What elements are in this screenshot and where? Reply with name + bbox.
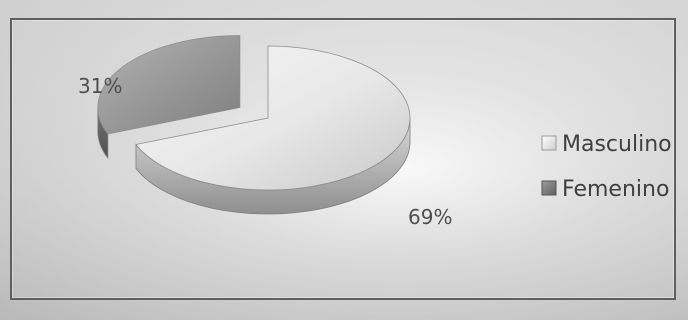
chart-border: [10, 18, 676, 300]
pie-slice-masculino: [135, 45, 411, 191]
pie-slice-femenino: [97, 35, 241, 135]
data-label-masculino: 69%: [408, 205, 452, 229]
data-label-femenino: 31%: [78, 74, 122, 98]
legend-label-masculino: Masculino: [562, 132, 672, 157]
legend-swatch-masculino: [541, 135, 557, 151]
legend-label-femenino: Femenino: [562, 177, 669, 202]
legend-swatch-femenino: [541, 180, 557, 196]
legend: Masculino Femenino: [541, 132, 672, 202]
